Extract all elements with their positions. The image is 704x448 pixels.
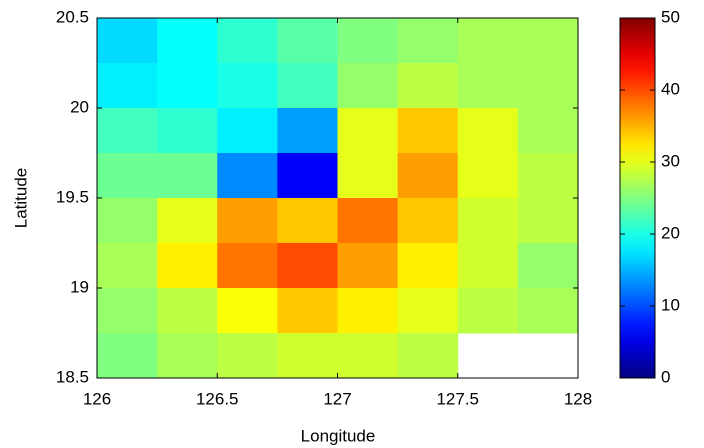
heat-cell — [457, 108, 519, 154]
heat-cell — [517, 63, 579, 109]
heat-cell — [277, 18, 338, 64]
heat-cell — [217, 153, 278, 199]
heat-cell — [457, 288, 519, 334]
colorbar-tick-label: 30 — [661, 151, 680, 170]
heat-cell — [397, 153, 459, 199]
heat-cell — [277, 63, 338, 109]
y-tick-label: 19.5 — [56, 187, 89, 206]
heat-cell — [397, 333, 459, 379]
colorbar-tick-label: 50 — [661, 7, 680, 26]
heat-cell — [277, 288, 338, 334]
heat-cell — [397, 63, 459, 109]
heat-cell — [277, 243, 338, 289]
heat-cell — [217, 198, 278, 244]
heat-cell — [457, 63, 519, 109]
heat-cell — [337, 153, 399, 199]
x-tick-label: 127.5 — [436, 389, 479, 408]
x-axis-label: Longitude — [301, 426, 376, 445]
heat-cell — [337, 333, 399, 379]
heat-cell — [157, 198, 218, 244]
heat-cell — [277, 153, 338, 199]
x-tick-label: 127 — [323, 389, 351, 408]
heat-cell — [157, 153, 218, 199]
heat-cell — [157, 108, 218, 154]
heat-cell — [97, 198, 158, 244]
colorbar-tick-label: 10 — [661, 295, 680, 314]
heat-cell — [397, 18, 459, 64]
heat-cell — [157, 63, 218, 109]
y-tick-label: 19 — [70, 277, 89, 296]
heat-cell — [277, 333, 338, 379]
heat-cell — [517, 198, 579, 244]
y-tick-label: 20 — [70, 97, 89, 116]
heat-cell — [97, 63, 158, 109]
heat-cell — [517, 18, 579, 64]
colorbar-tick-label: 0 — [661, 367, 670, 386]
heat-cell — [217, 288, 278, 334]
heat-cell — [397, 198, 459, 244]
heat-cell — [517, 108, 579, 154]
heat-cell — [97, 288, 158, 334]
heat-cell — [397, 288, 459, 334]
heat-cell — [157, 288, 218, 334]
heatmap — [97, 18, 579, 379]
heat-cell — [337, 108, 399, 154]
heat-cell — [157, 333, 218, 379]
heat-cell — [337, 243, 399, 289]
heat-cell — [457, 153, 519, 199]
y-tick-label: 20.5 — [56, 7, 89, 26]
colorbar-tick-label: 40 — [661, 79, 680, 98]
heat-cell — [217, 108, 278, 154]
x-tick-label: 126 — [83, 389, 111, 408]
heat-cell — [337, 288, 399, 334]
heat-cell — [157, 18, 218, 64]
heat-cell — [217, 63, 278, 109]
y-tick-label: 18.5 — [56, 367, 89, 386]
heat-cell — [517, 288, 579, 334]
heat-cell — [397, 243, 459, 289]
heat-cell — [457, 18, 519, 64]
heat-cell — [337, 198, 399, 244]
heat-cell — [97, 333, 158, 379]
colorbar-tick-label: 20 — [661, 223, 680, 242]
heat-cell — [457, 198, 519, 244]
colorbar — [619, 17, 656, 379]
x-tick-label: 126.5 — [196, 389, 239, 408]
heat-cell — [97, 108, 158, 154]
heat-cell — [97, 18, 158, 64]
heat-cell — [97, 243, 158, 289]
heat-cell — [277, 198, 338, 244]
heat-cell — [97, 153, 158, 199]
heat-cell — [397, 108, 459, 154]
heat-cell — [157, 243, 218, 289]
heat-cell — [217, 243, 278, 289]
heat-cell — [217, 333, 278, 379]
heat-cell — [217, 18, 278, 64]
heat-cell — [517, 153, 579, 199]
heat-cell — [337, 63, 399, 109]
heat-cell — [337, 18, 399, 64]
heat-cell — [457, 243, 519, 289]
heat-cell — [277, 108, 338, 154]
x-tick-label: 128 — [564, 389, 592, 408]
heat-cell — [517, 243, 579, 289]
y-axis-label: Latitude — [11, 168, 30, 229]
